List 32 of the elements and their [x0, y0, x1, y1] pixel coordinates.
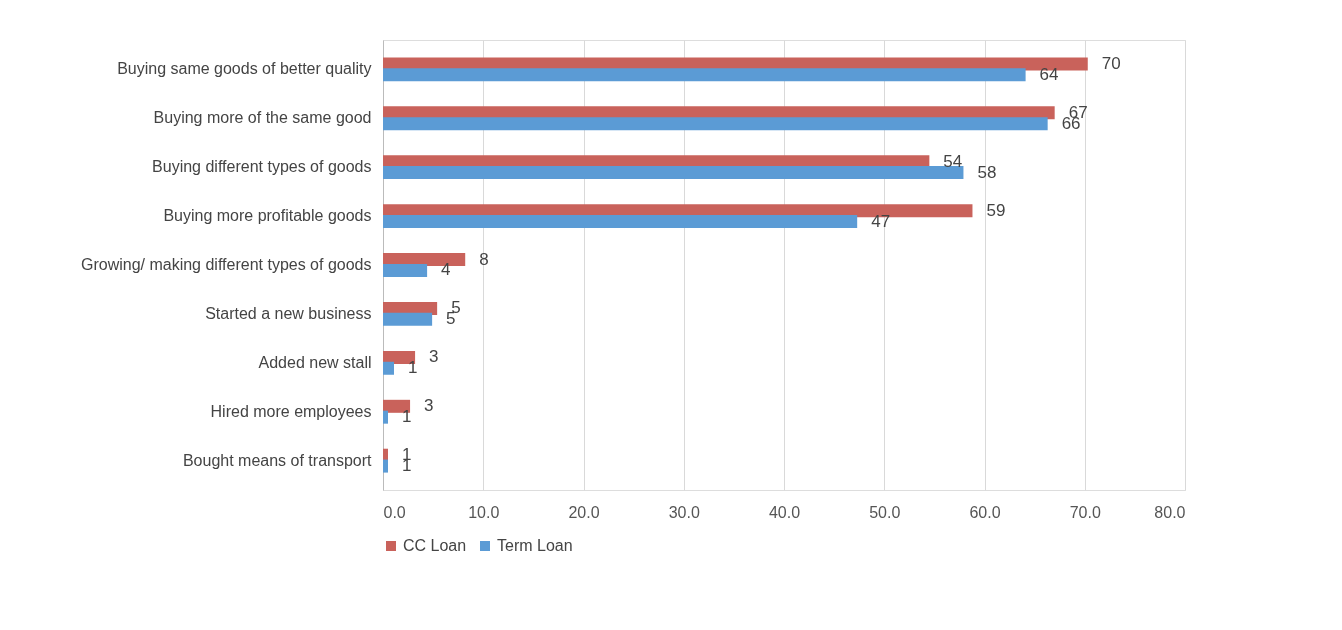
data-label: 1 [408, 358, 418, 378]
x-tick-label: 30.0 [668, 503, 700, 521]
data-label: 58 [977, 162, 997, 182]
data-label: 59 [986, 200, 1006, 220]
x-tick-label: 10.0 [468, 503, 500, 521]
data-label: 47 [871, 211, 891, 231]
y-tick-label: Buying more profitable goods [163, 207, 372, 225]
y-tick-label: Buying more of the same good [153, 109, 372, 127]
x-tick-label: 70.0 [1069, 503, 1101, 521]
x-tick-label: 0.0 [383, 503, 406, 521]
y-tick-label: Hired more employees [210, 402, 372, 420]
x-tick-label: 80.0 [1154, 503, 1186, 521]
legend-label: CC Loan [403, 537, 467, 554]
y-tick-label: Bought means of transport [182, 451, 373, 469]
data-label: 64 [1039, 64, 1059, 84]
x-tick-label: 50.0 [869, 503, 901, 521]
data-label: 3 [429, 347, 439, 367]
x-tick-label: 20.0 [568, 503, 600, 521]
y-tick-label: Growing/ making different types of goods [80, 256, 372, 273]
y-tick-label: Added new stall [258, 353, 372, 371]
y-tick-label: Started a new business [205, 304, 372, 322]
data-label: 3 [424, 396, 434, 416]
data-label: 4 [441, 260, 451, 280]
data-label: 1 [402, 407, 412, 427]
data-label: 8 [479, 249, 489, 269]
y-tick-label: Buying same goods of better quality [117, 60, 372, 78]
y-tick-label: Buying different types of goods [152, 158, 372, 176]
x-tick-label: 60.0 [969, 503, 1001, 521]
legend-label: Term Loan [497, 537, 573, 554]
data-label: 70 [1101, 53, 1121, 73]
x-tick-label: 40.0 [768, 503, 801, 521]
data-label: 54 [943, 151, 963, 171]
